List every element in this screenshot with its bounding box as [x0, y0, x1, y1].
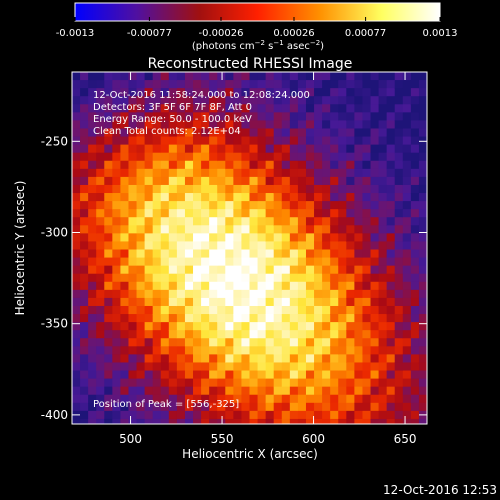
colorbar-tick-label: 0.00077	[345, 28, 386, 39]
units-exp3: −2	[310, 39, 320, 47]
x-axis-label: Heliocentric X (arcsec)	[182, 447, 318, 461]
y-axis-label: Heliocentric Y (arcsec)	[13, 181, 27, 316]
units-prefix: (photons cm	[192, 41, 255, 52]
annotation-line: Clean Total counts: 2.12E+04	[93, 126, 241, 137]
peak-label: Position of Peak = [556,-325]	[93, 399, 239, 410]
image-area	[72, 72, 427, 424]
annotation-line: Energy Range: 50.0 - 100.0 keV	[93, 114, 252, 125]
colorbar: -0.0013 -0.00077 -0.00026 0.00026 0.00077 0.0…	[56, 2, 458, 52]
y-tick-label: -250	[41, 134, 68, 148]
units-suffix: )	[320, 41, 324, 52]
colorbar-tick-label: -0.0013	[56, 28, 95, 39]
plot-frame	[71, 71, 428, 425]
units-mid: s	[265, 41, 273, 52]
x-tick-label: 500	[119, 432, 142, 446]
colorbar-tick-label: -0.00026	[199, 28, 244, 39]
annotations: 12-Oct-2016 11:58:24.000 to 12:08:24.000…	[93, 90, 310, 137]
y-tick-label: -400	[41, 408, 68, 422]
annotation-line: Detectors: 3F 5F 6F 7F 8F, Att 0	[93, 102, 252, 113]
x-tick-label: 650	[394, 432, 417, 446]
x-tick-label: 600	[302, 432, 325, 446]
annotation-line: 12-Oct-2016 11:58:24.000 to 12:08:24.000	[93, 90, 310, 101]
colorbar-tick-label: 0.0013	[423, 28, 458, 39]
units-mid2: asec	[284, 41, 310, 52]
timestamp: 12-Oct-2016 12:53	[383, 483, 497, 497]
colorbar-tick-label: 0.00026	[273, 28, 314, 39]
chart-title: Reconstructed RHESSI Image	[148, 56, 353, 72]
units-exp1: −2	[255, 39, 265, 47]
y-tick-label: -350	[41, 317, 68, 331]
x-tick-label: 550	[211, 432, 234, 446]
units-exp2: −1	[273, 39, 283, 47]
colorbar-units-label: (photons cm−2 s−1 asec−2)	[192, 39, 324, 52]
colorbar-gradient	[74, 2, 441, 22]
y-tick-label: -300	[41, 225, 68, 239]
colorbar-tick-label: -0.00077	[127, 28, 172, 39]
